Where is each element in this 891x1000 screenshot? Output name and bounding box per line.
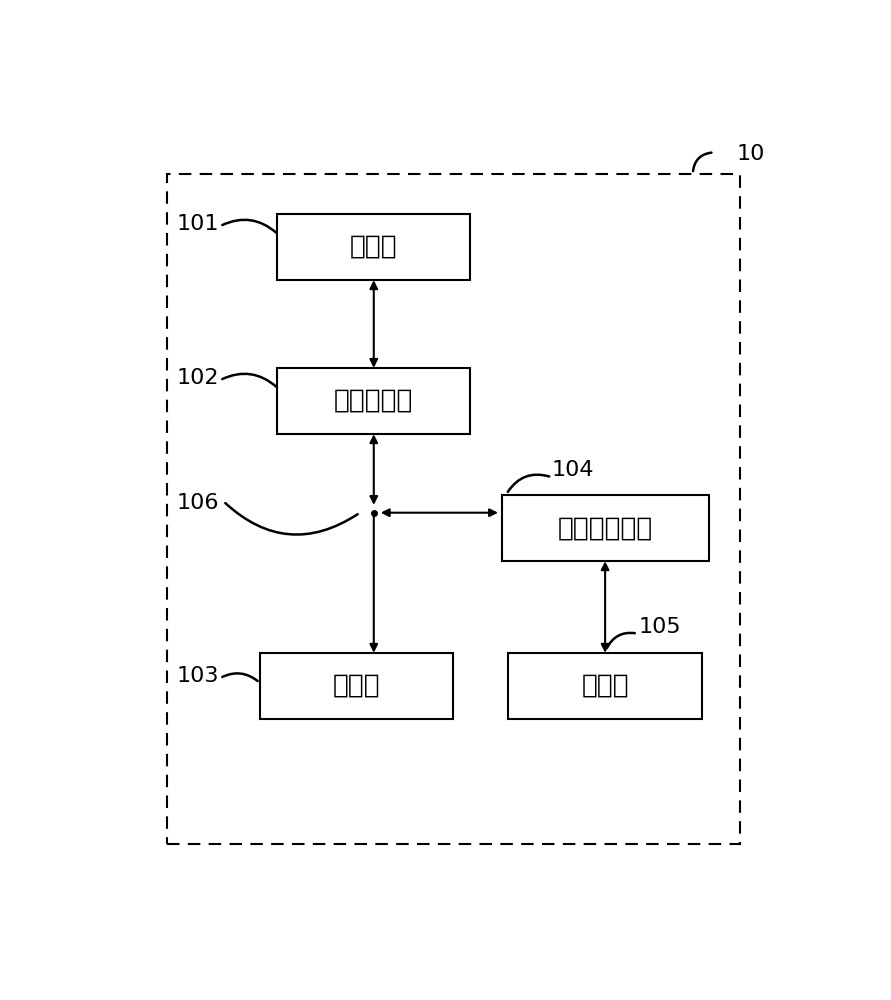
Text: 存储控制器: 存储控制器	[334, 388, 413, 414]
Text: 处理器: 处理器	[332, 673, 380, 699]
Text: 102: 102	[177, 368, 219, 388]
Bar	[260, 653, 454, 719]
Bar	[509, 653, 702, 719]
Text: 103: 103	[177, 666, 219, 686]
Text: 101: 101	[177, 214, 219, 234]
Bar	[277, 368, 470, 434]
Text: 106: 106	[177, 493, 219, 513]
Bar	[277, 214, 470, 280]
Bar	[502, 495, 708, 561]
Text: 104: 104	[552, 460, 594, 480]
Text: 存储器: 存储器	[350, 234, 397, 260]
Text: 显示控制组件: 显示控制组件	[558, 515, 653, 541]
Text: 105: 105	[639, 617, 682, 637]
Text: 显示屏: 显示屏	[581, 673, 629, 699]
Bar	[167, 174, 740, 844]
Text: 10: 10	[737, 144, 765, 164]
